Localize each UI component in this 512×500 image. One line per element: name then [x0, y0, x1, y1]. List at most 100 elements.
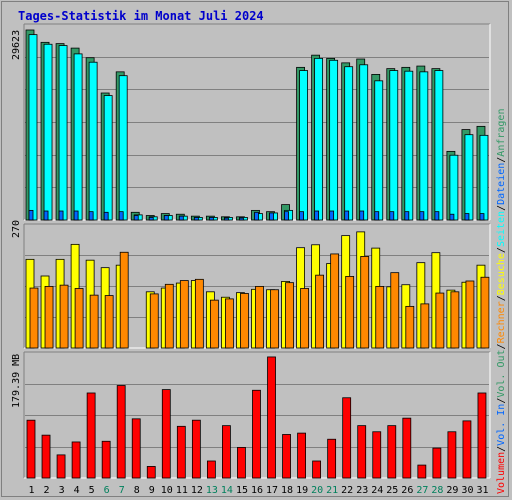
y-max-label-bottom: 179.39 MB [11, 354, 22, 408]
x-tick-label: 24 [371, 485, 383, 496]
legend-entry: Vol. In [496, 404, 507, 446]
bar-volumen [267, 356, 276, 479]
x-tick-label: 9 [149, 485, 155, 496]
x-tick-label: 15 [236, 485, 248, 496]
bar-volumen [26, 419, 36, 479]
bar-dateien [118, 211, 124, 221]
bar-volumen [327, 438, 337, 479]
x-tick-label: 29 [446, 485, 458, 496]
bar-volumen [41, 434, 51, 479]
bar-rechner [59, 284, 69, 349]
chart-title: Tages-Statistik im Monat Juli 2024 [18, 9, 264, 23]
bar-seiten [344, 66, 354, 221]
bar-rechner [164, 283, 174, 349]
x-tick-label: 25 [386, 485, 398, 496]
bar-rechner [300, 288, 309, 349]
bar-seiten [389, 70, 399, 221]
bar-seiten [58, 45, 68, 221]
legend-entry: / [496, 398, 507, 404]
x-tick-label: 12 [191, 485, 203, 496]
bar-seiten [314, 57, 324, 221]
bar-volumen [161, 389, 171, 479]
bar-dateien [148, 217, 154, 221]
bar-rechner [405, 305, 415, 349]
x-tick-label: 1 [29, 485, 35, 496]
bar-seiten [374, 80, 384, 221]
bar-dateien [224, 217, 229, 221]
bar-volumen [206, 460, 216, 479]
bar-rechner [89, 294, 99, 349]
bar-rechner [74, 288, 84, 349]
bar-seiten [434, 70, 444, 221]
x-tick-label: 27 [416, 485, 428, 496]
legend-entry: Besuche [496, 253, 507, 295]
x-tick-label: 19 [296, 485, 308, 496]
legend-entry: / [496, 205, 507, 211]
bar-dateien [103, 211, 109, 221]
bar-volumen [176, 425, 186, 479]
bar-dateien [314, 210, 320, 221]
bar-dateien [28, 209, 34, 221]
legend-entry: / [496, 247, 507, 253]
bar-dateien [43, 210, 49, 221]
bar-volumen [237, 446, 246, 479]
x-tick-label: 31 [476, 485, 488, 496]
bar-volumen [447, 431, 457, 479]
bar-seiten [419, 71, 429, 221]
legend-entry: Rechner [496, 301, 507, 343]
bar-rechner [149, 293, 159, 349]
bar-rechner [315, 274, 325, 349]
x-tick-label: 5 [89, 485, 95, 496]
bar-rechner [209, 299, 219, 349]
bar-dateien [284, 211, 289, 221]
bar-dateien [58, 210, 64, 221]
x-tick-label: 6 [104, 485, 110, 496]
x-tick-label: 18 [281, 485, 293, 496]
bar-dateien [359, 210, 365, 221]
bar-rechner [390, 272, 400, 349]
bar-seiten [329, 59, 339, 221]
bar-dateien [434, 211, 440, 221]
x-tick-label: 21 [326, 485, 338, 496]
bar-volumen [432, 447, 442, 479]
x-tick-label: 20 [311, 485, 323, 496]
legend: Volumen/Vol. In/Vol. Out/Rechner/Besuche… [496, 109, 507, 494]
bar-volumen [252, 389, 261, 479]
bar-dateien [299, 211, 304, 221]
bar-volumen [146, 466, 156, 479]
bar-rechner [375, 285, 385, 349]
bar-volumen [312, 460, 322, 479]
bar-dateien [329, 210, 335, 221]
bar-volumen [56, 454, 66, 479]
bar-seiten [43, 43, 53, 221]
bar-volumen [131, 418, 141, 479]
legend-entry: / [496, 343, 507, 349]
bar-seiten [118, 75, 128, 221]
bar-rechner [240, 293, 249, 349]
legend-entry: / [496, 446, 507, 452]
bar-rechner [450, 291, 460, 349]
x-tick-label: 28 [431, 485, 443, 496]
x-tick-label: 2 [44, 485, 50, 496]
legend-entry: Seiten [496, 211, 507, 247]
bar-dateien [389, 211, 395, 221]
bar-seiten [28, 34, 38, 221]
bar-dateien [254, 211, 259, 221]
y-max-label-mid: 270 [11, 220, 22, 238]
bar-volumen [71, 441, 81, 479]
x-tick-label: 14 [221, 485, 233, 496]
bar-rechner [465, 280, 475, 349]
bar-rechner [330, 253, 340, 349]
bar-dateien [404, 211, 410, 221]
bar-rechner [194, 278, 204, 349]
bar-rechner [435, 292, 445, 349]
bar-volumen [222, 425, 231, 479]
bar-dateien [163, 215, 169, 221]
bar-dateien [133, 215, 139, 221]
x-tick-label: 11 [176, 485, 188, 496]
bar-seiten [449, 154, 459, 221]
bar-volumen [101, 440, 111, 479]
bar-rechner [285, 282, 294, 349]
bar-seiten [103, 95, 113, 221]
legend-entry: / [496, 157, 507, 163]
